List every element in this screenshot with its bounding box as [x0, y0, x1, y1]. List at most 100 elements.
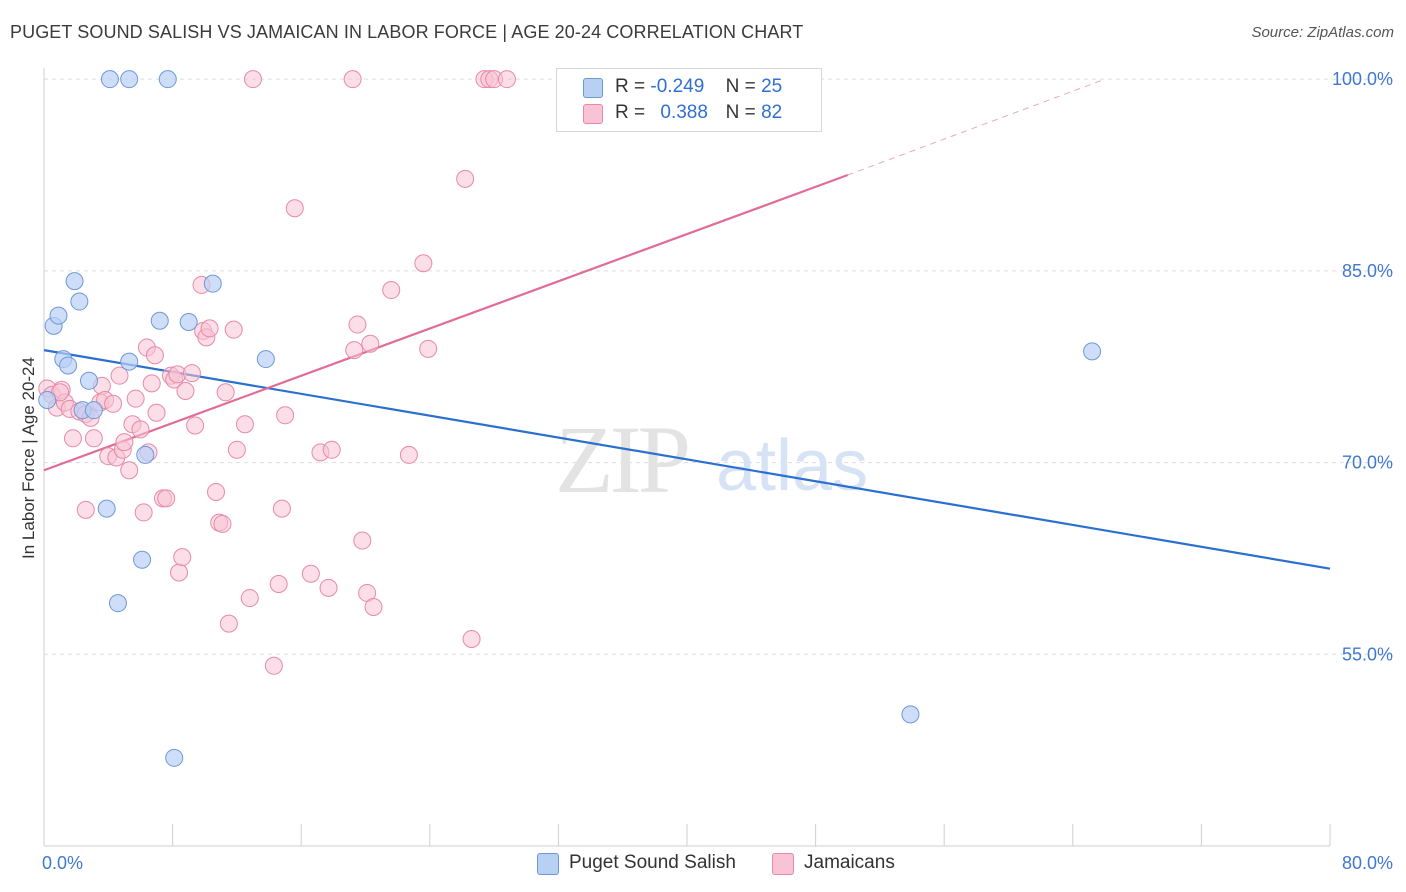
- data-point-salish: [100, 70, 119, 89]
- r-value-jamaicans: 0.388: [660, 102, 708, 123]
- y-axis-label: In Labor Force | Age 20-24: [19, 357, 38, 559]
- n-label: N =: [725, 76, 756, 97]
- r-value-salish: -0.249: [650, 76, 705, 97]
- data-point-jamaicans: [301, 564, 320, 583]
- data-point-salish: [158, 70, 177, 89]
- data-point-jamaicans: [224, 320, 243, 339]
- data-point-jamaicans: [419, 339, 438, 358]
- x-tick-label-max: 80.0%: [1342, 853, 1393, 873]
- data-point-jamaicans: [353, 531, 372, 550]
- y-tick-label: 70.0%: [1342, 453, 1393, 473]
- n-value-salish: 25: [761, 76, 783, 97]
- r-label: R =: [615, 102, 646, 123]
- data-point-jamaicans: [243, 70, 262, 89]
- data-point-jamaicans: [361, 334, 380, 353]
- data-point-jamaicans: [110, 366, 129, 385]
- data-point-salish: [136, 445, 155, 464]
- data-point-jamaicans: [272, 499, 291, 518]
- data-point-salish: [133, 550, 152, 569]
- trend-line-jamaicans: [43, 173, 849, 472]
- data-point-jamaicans: [76, 500, 95, 519]
- grid-lines: [44, 78, 1393, 655]
- data-point-jamaicans: [170, 563, 189, 582]
- data-point-salish: [203, 274, 222, 293]
- legend-label-jamaicans: Jamaicans: [804, 852, 895, 873]
- data-point-jamaicans: [319, 578, 338, 597]
- y-tick-label: 100.0%: [1332, 69, 1393, 89]
- chart-title: PUGET SOUND SALISH VS JAMAICAN IN LABOR …: [10, 22, 804, 42]
- watermark-zip: ZIP: [555, 406, 688, 513]
- data-point-salish: [179, 313, 198, 331]
- data-point-jamaicans: [399, 445, 418, 464]
- data-point-salish: [120, 352, 139, 371]
- data-point-jamaicans: [343, 70, 362, 89]
- y-tick-labels: 55.0% 70.0% 85.0% 100.0%: [1332, 69, 1393, 664]
- legend-swatch-blue: [537, 853, 559, 875]
- puget-sound-salish-points: [38, 70, 1102, 767]
- legend-swatch-pink: [772, 853, 794, 875]
- data-point-salish: [120, 70, 139, 89]
- data-point-jamaicans: [264, 656, 283, 675]
- data-point-jamaicans: [348, 315, 367, 334]
- data-point-jamaicans: [276, 406, 295, 425]
- data-point-jamaicans: [216, 383, 235, 402]
- axes: [43, 68, 1331, 847]
- data-point-jamaicans: [145, 346, 164, 365]
- data-point-jamaicans: [186, 416, 205, 435]
- data-point-salish: [108, 594, 127, 613]
- legend-label-salish: Puget Sound Salish: [569, 852, 736, 873]
- data-point-jamaicans: [219, 614, 238, 633]
- jamaicans-points: [38, 70, 516, 675]
- data-point-jamaicans: [131, 420, 150, 439]
- data-point-jamaicans: [240, 589, 259, 608]
- data-point-jamaicans: [134, 503, 153, 522]
- data-point-jamaicans: [382, 281, 401, 300]
- data-point-jamaicans: [235, 415, 254, 434]
- n-label: N =: [725, 102, 756, 123]
- data-point-salish: [84, 401, 103, 420]
- data-point-salish: [38, 390, 57, 409]
- data-point-salish: [901, 705, 920, 724]
- data-point-jamaicans: [497, 70, 516, 89]
- legend-swatch-blue: [583, 78, 603, 98]
- data-point-salish: [150, 311, 169, 330]
- x-tick-label-min: 0.0%: [42, 853, 83, 873]
- trend-line-salish: [43, 349, 1331, 570]
- data-point-jamaicans: [200, 319, 219, 338]
- data-point-salish: [256, 350, 275, 369]
- data-point-jamaicans: [182, 364, 201, 383]
- trend-line-jamaicans-extension: [847, 78, 1106, 176]
- data-point-jamaicans: [120, 461, 139, 480]
- y-tick-label: 85.0%: [1342, 261, 1393, 281]
- data-point-jamaicans: [345, 341, 364, 360]
- data-point-jamaicans: [157, 489, 176, 508]
- data-point-jamaicans: [414, 254, 433, 273]
- data-point-jamaicans: [147, 403, 166, 422]
- data-point-jamaicans: [115, 433, 134, 452]
- data-point-jamaicans: [126, 389, 145, 408]
- data-point-jamaicans: [176, 382, 195, 401]
- y-tick-label: 55.0%: [1342, 644, 1393, 664]
- data-point-salish: [97, 499, 116, 518]
- data-point-jamaicans: [142, 374, 161, 393]
- data-point-salish: [70, 292, 89, 311]
- data-point-jamaicans: [462, 629, 481, 648]
- stats-legend: R = -0.249 N = 25 R = 0.388 N = 82: [556, 68, 822, 132]
- legend-swatch-pink: [583, 104, 603, 124]
- data-point-jamaicans: [63, 429, 82, 448]
- data-point-jamaicans: [322, 440, 341, 459]
- data-point-salish: [65, 272, 84, 291]
- data-point-salish: [59, 356, 78, 375]
- data-point-jamaicans: [104, 394, 123, 413]
- data-point-jamaicans: [456, 169, 475, 188]
- data-point-salish: [49, 306, 68, 325]
- r-label: R =: [615, 76, 646, 97]
- data-point-salish: [80, 371, 99, 390]
- data-point-jamaicans: [207, 482, 226, 501]
- n-value-jamaicans: 82: [761, 102, 783, 123]
- watermark-atlas: atlas: [716, 426, 868, 506]
- data-point-jamaicans: [364, 598, 383, 617]
- data-point-jamaicans: [84, 429, 103, 448]
- data-point-salish: [165, 748, 184, 767]
